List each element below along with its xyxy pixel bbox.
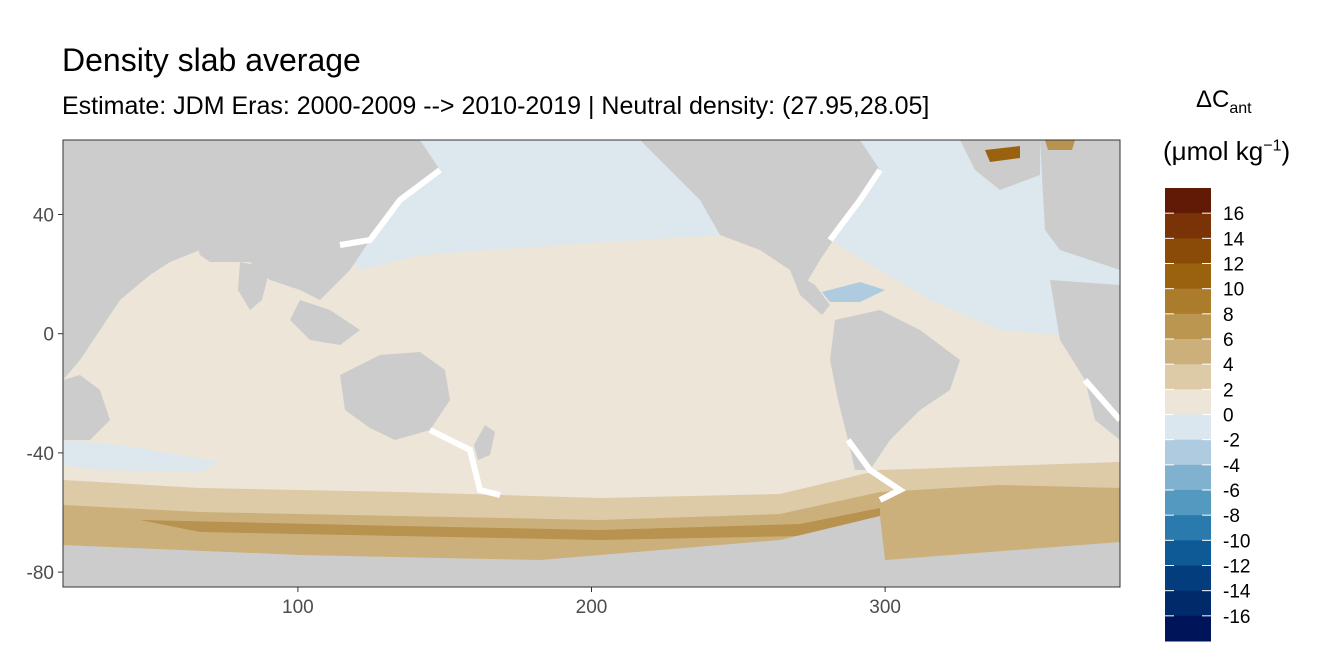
legend-label: -4 xyxy=(1223,456,1240,477)
legend-bin xyxy=(1165,414,1211,441)
legend-colorbar: 16 14 12 10 8 6 4 2 0 -2 -4 -6 -8 -10 -12 -14 -16 xyxy=(1165,188,1251,642)
legend-label: 16 xyxy=(1223,204,1244,225)
central-america-land xyxy=(790,270,830,315)
legend-label: -10 xyxy=(1223,531,1250,552)
legend-bin xyxy=(1165,313,1211,340)
legend-label: 14 xyxy=(1223,229,1245,250)
legend-label: 2 xyxy=(1223,380,1234,401)
legend-label: -16 xyxy=(1223,607,1250,628)
legend-bin xyxy=(1165,490,1211,516)
x-tick-label: 200 xyxy=(576,597,608,618)
map-panel xyxy=(63,140,1120,587)
legend-bin xyxy=(1165,238,1211,264)
legend-bin xyxy=(1165,439,1211,466)
south-america-land xyxy=(830,310,960,470)
nodata-asia-coast xyxy=(339,167,442,248)
legend-label: 12 xyxy=(1223,255,1244,276)
new-zealand-land xyxy=(474,425,495,460)
legend-bin xyxy=(1165,565,1211,592)
europe-land xyxy=(1040,140,1120,270)
legend-label: 4 xyxy=(1223,355,1234,376)
australia-land xyxy=(340,352,450,440)
chart-subtitle: Estimate: JDM Eras: 2000-2009 --> 2010-2… xyxy=(62,92,930,120)
legend-bin xyxy=(1165,615,1211,642)
legend-label: 8 xyxy=(1223,305,1234,326)
legend-title-unit: (μmol kg−1) xyxy=(1163,136,1291,166)
legend-bin xyxy=(1165,590,1211,617)
nodata-africa-coast xyxy=(1082,378,1120,422)
india-land xyxy=(238,262,270,310)
legend-label: 0 xyxy=(1223,406,1234,427)
nodata-sa-tip xyxy=(845,438,906,503)
legend-bin xyxy=(1165,464,1211,491)
x-tick-label: 100 xyxy=(282,597,314,618)
antarctica-land xyxy=(63,516,1120,587)
legend-label: -2 xyxy=(1223,431,1240,452)
north-america-land xyxy=(640,140,880,285)
south-indian-blue-band xyxy=(63,440,220,472)
nodata-australia-south xyxy=(428,427,501,498)
y-tick-label: -40 xyxy=(27,444,54,465)
legend-label: -8 xyxy=(1223,506,1240,527)
north-pacific-region xyxy=(340,140,780,270)
legend-bin xyxy=(1165,540,1211,566)
legend-bin xyxy=(1165,188,1211,214)
y-tick-label: -80 xyxy=(27,563,54,584)
nordic-seas-patch xyxy=(985,146,1020,162)
legend-bin xyxy=(1165,339,1211,365)
y-tick-label: 0 xyxy=(43,325,54,346)
nodata-na-coast xyxy=(827,168,883,242)
legend-label: 6 xyxy=(1223,330,1234,351)
legend-bin xyxy=(1165,389,1211,415)
southern-ocean-band-3 xyxy=(140,508,880,540)
legend-label: -6 xyxy=(1223,481,1240,502)
legend-label: -12 xyxy=(1223,557,1250,578)
legend-label: -14 xyxy=(1223,582,1251,603)
legend-bin xyxy=(1165,364,1211,390)
x-tick-label: 300 xyxy=(869,597,901,618)
caribbean-region xyxy=(822,282,885,302)
legend-bin xyxy=(1165,515,1211,541)
chart-title: Density slab average xyxy=(62,42,361,78)
asia-land xyxy=(170,140,440,300)
legend-bin xyxy=(1165,213,1211,239)
legend-bin xyxy=(1165,288,1211,315)
legend-title-variable: ΔCant xyxy=(1196,86,1252,117)
south-africa-land xyxy=(63,375,110,440)
legend-label: 10 xyxy=(1223,280,1244,301)
y-tick-label: 40 xyxy=(33,206,54,227)
arctic-patch xyxy=(1045,140,1075,150)
indonesia-land xyxy=(290,300,360,345)
legend-bin xyxy=(1165,263,1211,290)
